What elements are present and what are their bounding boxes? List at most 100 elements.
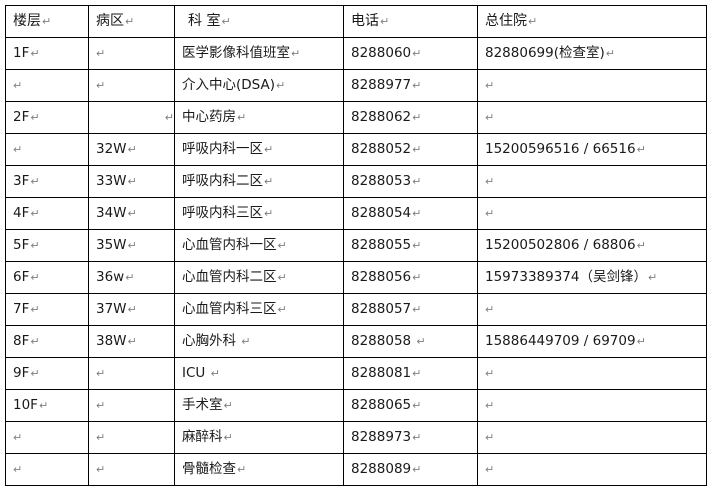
paragraph-mark-icon: ↵ — [412, 175, 422, 189]
table-row: 10F↵ ↵ 手术室↵ 8288065↵ ↵ — [5, 389, 707, 422]
paragraph-mark-icon: ↵ — [277, 303, 287, 317]
paragraph-mark-icon: ↵ — [127, 143, 137, 157]
cell-dept: 心胸外科 ↵ — [174, 325, 344, 358]
paragraph-mark-icon: ↵ — [125, 14, 135, 28]
paragraph-mark-icon: ↵ — [30, 207, 40, 221]
cell-text-phone: 8288081 — [351, 365, 412, 382]
cell-ward: 38W↵ — [88, 325, 175, 358]
cell-floor: 5F↵ — [5, 229, 89, 262]
cell-dept: 医学影像科值班室↵ — [174, 37, 344, 70]
paragraph-mark-icon: ↵ — [237, 463, 247, 477]
cell-resident: 15973389374（吴剑锋）↵ — [477, 261, 707, 294]
header-text-resident: 总住院 — [485, 12, 527, 29]
cell-text-phone: 8288977 — [351, 77, 412, 94]
cell-text-dept: 麻醉科 — [182, 429, 223, 446]
cell-resident: ↵ — [477, 165, 707, 198]
header-text-ward: 病区 — [96, 12, 124, 29]
cell-text-resident: 15973389374（吴剑锋） — [485, 269, 647, 286]
paragraph-mark-icon: ↵ — [241, 335, 251, 349]
cell-phone: 8288053↵ — [343, 165, 478, 198]
paragraph-mark-icon: ↵ — [127, 175, 137, 189]
paragraph-mark-icon: ↵ — [636, 335, 646, 349]
paragraph-mark-icon: ↵ — [30, 271, 40, 285]
cell-text-phone: 8288089 — [351, 461, 412, 478]
cell-text-phone: 8288055 — [351, 237, 412, 254]
paragraph-mark-icon: ↵ — [636, 239, 646, 253]
paragraph-mark-icon: ↵ — [416, 335, 426, 349]
cell-text-phone: 8288973 — [351, 429, 412, 446]
hospital-department-directory-table: 楼层↵ 病区↵ 科 室↵ 电话↵ 总住院↵ 1F↵ ↵ 医学影像科值班室↵ 8288060↵ 82… — [5, 5, 707, 486]
cell-floor: ↵ — [5, 69, 89, 102]
paragraph-mark-icon: ↵ — [412, 431, 422, 445]
paragraph-mark-icon: ↵ — [221, 14, 231, 28]
table-body: 楼层↵ 病区↵ 科 室↵ 电话↵ 总住院↵ 1F↵ ↵ 医学影像科值班室↵ 8288060↵ 82… — [5, 5, 707, 486]
table-row: 4F↵ 34W↵ 呼吸内科三区↵ 8288054↵ ↵ — [5, 197, 707, 230]
paragraph-mark-icon: ↵ — [223, 431, 233, 445]
cell-ward: ↵ — [88, 101, 175, 134]
table-row: ↵ ↵ 骨髓检查↵ 8288089↵ ↵ — [5, 453, 707, 486]
paragraph-mark-icon: ↵ — [127, 335, 137, 349]
paragraph-mark-icon: ↵ — [412, 239, 422, 253]
cell-phone: 8288977↵ — [343, 69, 478, 102]
paragraph-mark-icon: ↵ — [30, 367, 40, 381]
cell-text-ward: 37W — [96, 301, 127, 318]
cell-dept: ICU ↵ — [174, 357, 344, 390]
paragraph-mark-icon: ↵ — [30, 335, 40, 349]
cell-ward: 35W↵ — [88, 229, 175, 262]
cell-dept: 心血管内科一区↵ — [174, 229, 344, 262]
cell-floor: 9F↵ — [5, 357, 89, 390]
paragraph-mark-icon: ↵ — [412, 143, 422, 157]
paragraph-mark-icon: ↵ — [42, 14, 52, 28]
cell-resident: ↵ — [477, 69, 707, 102]
paragraph-mark-icon: ↵ — [485, 111, 495, 125]
cell-floor: ↵ — [5, 133, 89, 166]
cell-floor: 10F↵ — [5, 389, 89, 422]
cell-text-phone: 8288057 — [351, 301, 412, 318]
paragraph-mark-icon: ↵ — [277, 239, 287, 253]
paragraph-mark-icon: ↵ — [96, 399, 106, 413]
cell-resident: ↵ — [477, 357, 707, 390]
cell-phone: 8288054↵ — [343, 197, 478, 230]
cell-dept: 心血管内科二区↵ — [174, 261, 344, 294]
cell-text-floor: 4F — [13, 205, 30, 222]
cell-ward: 36w↵ — [88, 261, 175, 294]
cell-dept: 手术室↵ — [174, 389, 344, 422]
cell-text-dept: 心血管内科一区 — [182, 237, 277, 254]
column-header-phone: 电话↵ — [343, 5, 478, 38]
cell-floor: 2F↵ — [5, 101, 89, 134]
paragraph-mark-icon: ↵ — [412, 271, 422, 285]
paragraph-mark-icon: ↵ — [13, 431, 23, 445]
paragraph-mark-icon: ↵ — [164, 111, 174, 125]
cell-text-resident: 15200502806 / 68806 — [485, 237, 636, 254]
header-text-phone: 电话 — [351, 12, 379, 29]
table-row: 8F↵ 38W↵ 心胸外科 ↵ 8288058 ↵ 15886449709 / 6970… — [5, 325, 707, 358]
cell-text-floor: 8F — [13, 333, 30, 350]
cell-ward: 34W↵ — [88, 197, 175, 230]
paragraph-mark-icon: ↵ — [485, 367, 495, 381]
paragraph-mark-icon: ↵ — [237, 111, 247, 125]
paragraph-mark-icon: ↵ — [30, 239, 40, 253]
cell-resident: 15886449709 / 69709↵ — [477, 325, 707, 358]
paragraph-mark-icon: ↵ — [30, 47, 40, 61]
paragraph-mark-icon: ↵ — [13, 143, 23, 157]
cell-text-dept: ICU — [182, 365, 210, 382]
paragraph-mark-icon: ↵ — [636, 143, 646, 157]
cell-text-floor: 1F — [13, 45, 30, 62]
paragraph-mark-icon: ↵ — [96, 431, 106, 445]
table-row: 5F↵ 35W↵ 心血管内科一区↵ 8288055↵ 15200502806 / 688… — [5, 229, 707, 262]
cell-ward: ↵ — [88, 389, 175, 422]
paragraph-mark-icon: ↵ — [127, 239, 137, 253]
cell-text-floor: 2F — [13, 109, 30, 126]
paragraph-mark-icon: ↵ — [210, 367, 220, 381]
table-row: ↵ ↵ 介入中心(DSA)↵ 8288977↵ ↵ — [5, 69, 707, 102]
paragraph-mark-icon: ↵ — [412, 47, 422, 61]
cell-resident: ↵ — [477, 197, 707, 230]
cell-text-floor: 10F — [13, 397, 38, 414]
cell-text-phone: 8288052 — [351, 141, 412, 158]
cell-text-dept: 介入中心(DSA) — [182, 77, 275, 94]
cell-ward: ↵ — [88, 453, 175, 486]
cell-floor: 3F↵ — [5, 165, 89, 198]
cell-ward: 37W↵ — [88, 293, 175, 326]
cell-resident: ↵ — [477, 389, 707, 422]
cell-resident: ↵ — [477, 101, 707, 134]
